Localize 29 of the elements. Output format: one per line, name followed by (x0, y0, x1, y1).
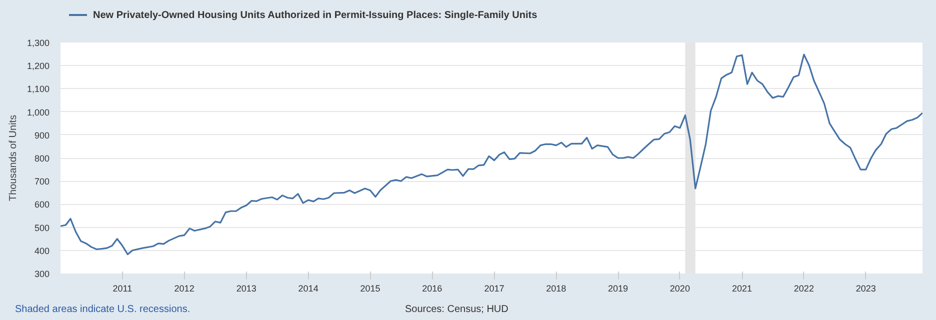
x-tick-label: 2011 (112, 284, 132, 294)
y-tick-label: 700 (34, 176, 50, 187)
y-axis-title: Thousands of Units (8, 114, 19, 202)
legend-label: New Privately-Owned Housing Units Authorized in Permit-Issuing Places: Single-Family Units (93, 10, 538, 21)
x-tick-label: 2012 (174, 284, 194, 294)
y-tick-label: 1,000 (26, 107, 50, 118)
x-tick-label: 2022 (794, 284, 814, 294)
x-tick-label: 2013 (236, 284, 256, 294)
source-note: Sources: Census; HUD (405, 303, 508, 317)
y-tick-label: 300 (34, 269, 50, 279)
x-tick-label: 2019 (608, 284, 628, 294)
line-series (60, 54, 922, 256)
x-tick-label: 2023 (856, 284, 876, 294)
x-tick-label: 2014 (298, 284, 318, 294)
x-tick-label: 2021 (732, 284, 752, 294)
y-tick-label: 1,100 (26, 84, 50, 94)
y-tick-label: 400 (34, 246, 50, 256)
y-tick-label: 600 (34, 200, 50, 210)
y-tick-label: 900 (34, 130, 50, 140)
x-tick-label: 2018 (546, 284, 566, 294)
y-tick-label: 1,200 (26, 61, 50, 72)
x-tick-label: 2017 (484, 284, 504, 294)
y-tick-label: 800 (34, 154, 50, 164)
text: Shaded areas indicate U.S. recessions. (15, 303, 190, 317)
y-tick-label: 500 (34, 222, 50, 233)
x-tick-label: 2020 (670, 284, 690, 294)
x-tick-label: 2015 (360, 284, 380, 294)
y-tick-label: 1,300 (26, 38, 50, 48)
x-tick-label: 2016 (422, 284, 442, 294)
